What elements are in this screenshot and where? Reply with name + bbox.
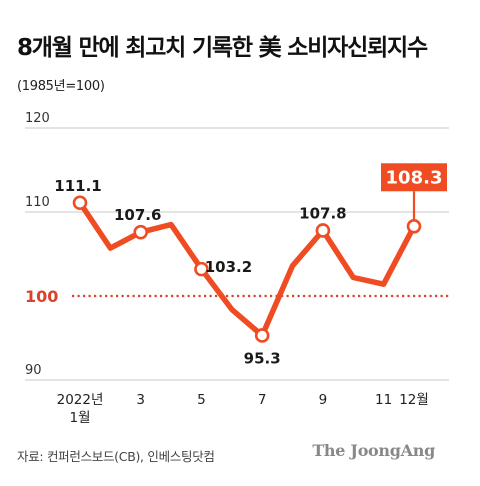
x-axis-labels: 2022년 1월 3 5 7 9 11 12월 [57, 392, 429, 426]
gridlines [25, 127, 449, 381]
chart-title: 8개월 만에 최고치 기록한 美 소비자신뢰지수 [17, 35, 428, 61]
brand-logo: The JoongAng [312, 441, 435, 460]
data-point-2 [133, 224, 149, 240]
y-tick-label-90: 90 [25, 363, 42, 378]
y-axis-labels: 90 110 120 [25, 111, 50, 378]
x-tick-label-10: 11 [375, 392, 392, 408]
data-label-0: 111.1 [54, 177, 101, 195]
reference-line-label: 100 [25, 287, 58, 306]
data-point-11 [406, 218, 422, 234]
data-label-6: 95.3 [244, 349, 281, 367]
data-label-8: 107.8 [299, 204, 346, 222]
data-points [72, 195, 422, 343]
x-tick-label-0-line2: 1월 [69, 410, 90, 426]
data-label-2: 107.6 [114, 206, 161, 224]
data-point-0 [72, 195, 88, 211]
data-label-4: 103.2 [205, 258, 252, 276]
x-tick-label-11: 12월 [399, 392, 429, 408]
highlight-label-box [381, 163, 447, 192]
data-point-4 [194, 261, 209, 277]
data-labels: 111.1 107.6 103.2 95.3 107.8 108.3 [54, 163, 447, 367]
source-note: 자료: 컨퍼런스보드(CB), 인베스팅닷컴 [17, 449, 215, 464]
y-tick-label-120: 120 [25, 111, 50, 126]
x-tick-label-4: 5 [197, 392, 206, 408]
data-point-8 [315, 223, 331, 238]
reference-line-group: 100 [25, 287, 449, 306]
x-tick-label-8: 9 [319, 392, 328, 408]
data-label-11: 108.3 [386, 167, 443, 188]
chart-subtitle: (1985년=100) [17, 79, 105, 94]
data-point-6 [254, 328, 270, 343]
x-tick-label-2: 3 [136, 392, 145, 408]
x-tick-label-0: 2022년 [57, 392, 104, 408]
y-tick-label-110: 110 [25, 195, 50, 210]
x-tick-label-6: 7 [258, 392, 267, 408]
